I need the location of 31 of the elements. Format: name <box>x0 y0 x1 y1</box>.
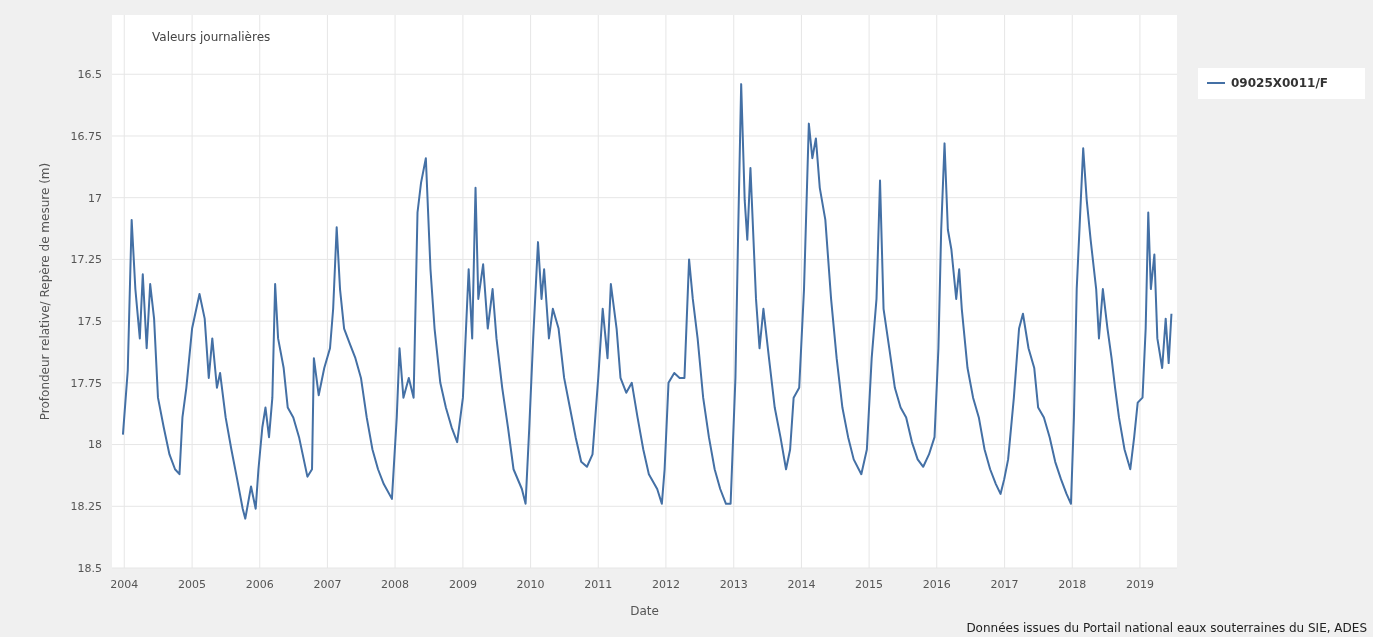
x-tick-label: 2012 <box>651 578 680 591</box>
y-tick-label: 18 <box>88 438 102 452</box>
y-tick-label: 18.25 <box>70 500 102 514</box>
y-tick-label: 16.75 <box>70 129 102 143</box>
y-tick-label: 18.5 <box>77 561 102 575</box>
x-tick-label: 2009 <box>448 578 477 591</box>
x-tick-label: 2007 <box>313 578 342 591</box>
y-tick-label: 17 <box>88 191 102 205</box>
y-tick-label: 16.5 <box>77 68 102 82</box>
y-tick-label: 17.5 <box>77 314 102 328</box>
x-tick-label: 2017 <box>990 578 1019 591</box>
x-tick-label: 2004 <box>110 578 139 591</box>
x-tick-label: 2013 <box>719 578 748 591</box>
x-axis-title: Date <box>630 604 659 618</box>
text: Données issues du Portail national eaux souterraines du SIE, ADES <box>966 621 1367 635</box>
x-tick-label: 2016 <box>922 578 951 591</box>
x-tick-label: 2005 <box>178 578 207 591</box>
y-tick-label: 17.75 <box>70 376 102 390</box>
x-tick-label: 2018 <box>1058 578 1087 591</box>
line-series <box>121 83 1173 520</box>
x-tick-label: 2019 <box>1125 578 1154 591</box>
x-tick-label: 2006 <box>245 578 274 591</box>
y-tick-label: 17.25 <box>70 253 102 267</box>
x-tick-label: 2015 <box>855 578 884 591</box>
x-tick-label: 2008 <box>381 578 410 591</box>
legend-label: 09025X0011/F <box>1231 76 1328 91</box>
text: Valeurs journalières <box>152 30 271 44</box>
y-axis-title: Profondeur relative/ Repère de mesure (m) <box>38 162 52 421</box>
x-tick-label: 2011 <box>584 578 613 591</box>
x-tick-label: 2010 <box>516 578 545 591</box>
x-tick-label: 2014 <box>787 578 816 591</box>
